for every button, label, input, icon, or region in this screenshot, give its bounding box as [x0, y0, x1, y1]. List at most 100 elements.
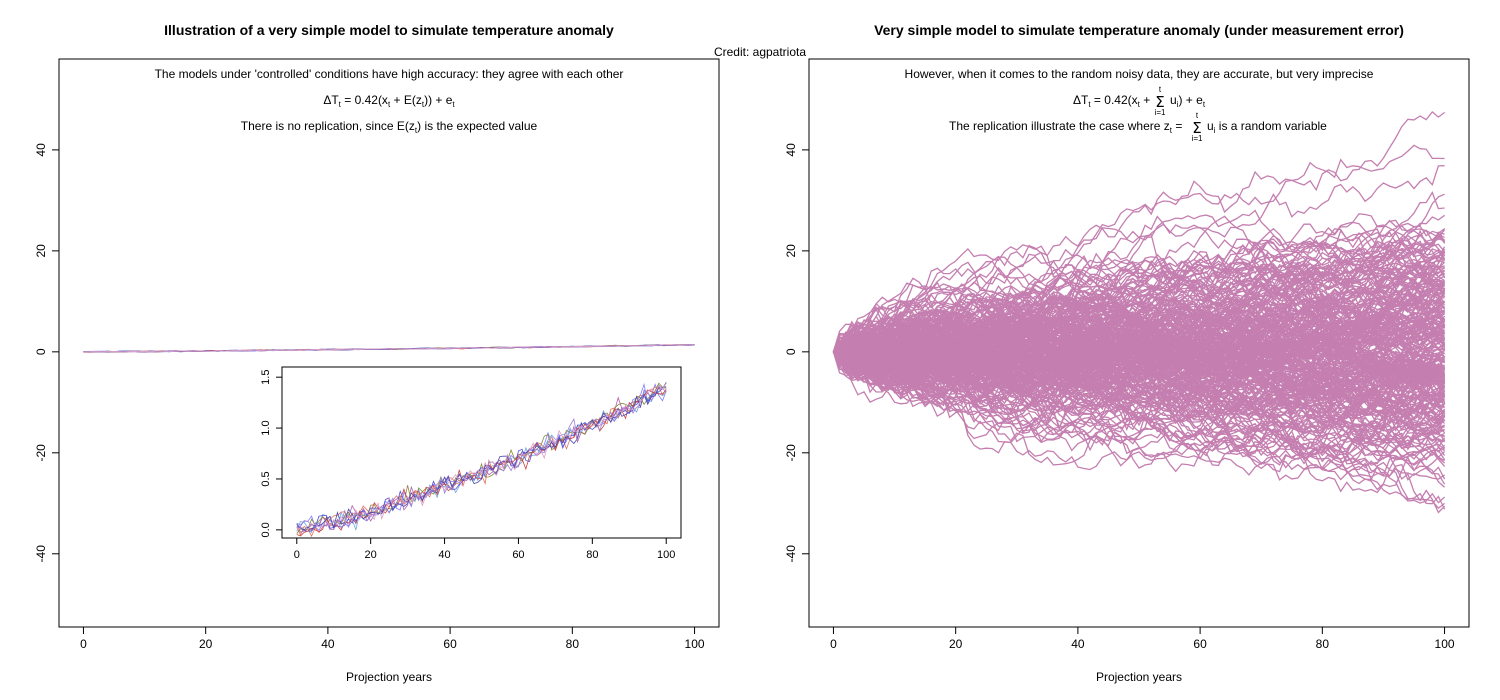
right-annotation-line3: The replication illustrate the case wher… [949, 111, 1327, 143]
right-x-tick-label: 80 [1316, 637, 1330, 651]
inset-frame [281, 366, 682, 539]
left-x-axis-label: Projection years [346, 670, 432, 684]
svg-text:ui is a random variable: ui is a random variable [1207, 119, 1327, 135]
right-series-line [833, 244, 1446, 357]
right-series-line [833, 351, 1445, 494]
inset-y-tick-label: 0.5 [260, 471, 272, 486]
right-series-line [832, 325, 1446, 413]
left-series-line [83, 344, 695, 353]
right-series-line [833, 279, 1445, 358]
svg-text:ΔTt = 0.42(xt +: ΔTt = 0.42(xt + [1073, 93, 1150, 109]
left-y-tick-label: 0 [34, 348, 48, 355]
inset-plot: 0 20 40 60 80 100 0.0 0.5 1.0 1.5 [254, 366, 682, 561]
right-annotation-line1: However, when it comes to the random noi… [905, 67, 1374, 81]
inset-background [254, 366, 682, 540]
right-y-tick-label: -20 [784, 444, 798, 462]
right-x-tick-label: 40 [1071, 637, 1085, 651]
right-series-line [832, 264, 1445, 384]
right-plot-title: Very simple model to simulate temperatur… [874, 22, 1404, 38]
right-series-line [832, 351, 1446, 491]
left-y-axis: -40 -20 0 20 40 [34, 143, 59, 563]
right-y-axis: -40 -20 0 20 40 [784, 143, 809, 563]
right-series-line [833, 277, 1445, 359]
svg-text:Σ: Σ [1192, 119, 1201, 137]
inset-y-tick-label: 0.0 [260, 522, 272, 537]
svg-text:t: t [1196, 111, 1199, 120]
inset-x-tick-label: 0 [294, 549, 300, 561]
left-plot-panel: Illustration of a very simple model to s… [34, 22, 720, 684]
left-plot-title: Illustration of a very simple model to s… [164, 22, 614, 38]
right-series-line [833, 303, 1445, 372]
right-series-line [833, 209, 1446, 353]
right-series-line [832, 323, 1445, 369]
inset-y-tick-label: 1.5 [260, 370, 272, 385]
left-annotation-line3: There is no replication, since E(zt) is … [241, 119, 538, 135]
right-series-line [833, 308, 1446, 432]
right-x-tick-label: 100 [1435, 637, 1455, 651]
right-series-line [833, 344, 1446, 488]
right-series-line [833, 193, 1445, 356]
left-series-group [83, 344, 695, 353]
right-series-line [832, 338, 1446, 444]
right-series-line [832, 345, 1445, 457]
right-x-tick-label: 0 [830, 637, 837, 651]
left-x-axis: 0 20 40 60 80 100 [80, 627, 705, 651]
right-series-line [833, 343, 1446, 400]
right-series-line [832, 255, 1446, 368]
inset-x-tick-label: 100 [657, 549, 675, 561]
right-x-axis: 0 20 40 60 80 100 [830, 627, 1455, 651]
inset-series-group [296, 382, 667, 538]
inset-series-line [296, 383, 667, 530]
right-series-line [833, 328, 1445, 477]
right-series-line [833, 269, 1445, 386]
svg-text:ui) + et: ui) + et [1170, 93, 1206, 109]
inset-x-tick-label: 80 [586, 549, 598, 561]
svg-text:i=1: i=1 [1192, 134, 1203, 143]
inset-x-tick-label: 60 [512, 549, 524, 561]
inset-x-axis: 0 20 40 60 80 100 [294, 538, 675, 561]
right-y-tick-label: 0 [784, 348, 798, 355]
left-x-tick-label: 60 [443, 637, 457, 651]
right-y-tick-label: -40 [784, 545, 798, 563]
left-y-tick-label: 40 [34, 143, 48, 157]
right-y-tick-label: 40 [784, 143, 798, 157]
left-x-tick-label: 40 [321, 637, 335, 651]
svg-text:The replication illustrate the: The replication illustrate the case wher… [949, 119, 1182, 135]
right-x-tick-label: 20 [949, 637, 963, 651]
right-series-line [832, 351, 1446, 467]
right-plot-frame [808, 58, 1470, 628]
right-series-line [833, 346, 1446, 440]
inset-series-line [296, 384, 667, 529]
left-annotation-formula: ΔTt = 0.42(xt + E(zt)) + et [323, 93, 455, 109]
right-series-group [832, 110, 1446, 514]
left-x-tick-label: 80 [566, 637, 580, 651]
right-series-line [833, 334, 1446, 467]
inset-x-tick-label: 20 [365, 549, 377, 561]
svg-text:i=1: i=1 [1155, 108, 1166, 117]
left-y-tick-label: -20 [34, 444, 48, 462]
left-x-tick-label: 0 [80, 637, 87, 651]
inset-x-tick-label: 40 [438, 549, 450, 561]
credit-text: Credit: agpatriota [714, 45, 806, 59]
right-x-axis-label: Projection years [1096, 670, 1182, 684]
inset-y-axis: 0.0 0.5 1.0 1.5 [260, 370, 282, 538]
right-annotation-formula: ΔTt = 0.42(xt + t Σ i=1 ui) + et [1073, 85, 1206, 117]
left-x-tick-label: 100 [685, 637, 705, 651]
right-y-tick-label: 20 [784, 244, 798, 258]
inset-y-tick-label: 1.0 [260, 420, 272, 435]
right-x-tick-label: 60 [1193, 637, 1207, 651]
right-series-line [833, 305, 1446, 406]
right-series-line [833, 231, 1445, 354]
svg-text:Σ: Σ [1155, 93, 1164, 111]
right-series-line [833, 285, 1445, 402]
svg-text:t: t [1159, 85, 1162, 94]
right-series-line [832, 229, 1446, 378]
left-y-tick-label: -40 [34, 545, 48, 563]
left-y-tick-label: 20 [34, 244, 48, 258]
left-annotation-line1: The models under 'controlled' conditions… [155, 67, 624, 81]
left-x-tick-label: 20 [199, 637, 213, 651]
right-series-line [833, 278, 1445, 377]
left-plot-frame [58, 58, 720, 628]
right-series-line [833, 251, 1445, 355]
